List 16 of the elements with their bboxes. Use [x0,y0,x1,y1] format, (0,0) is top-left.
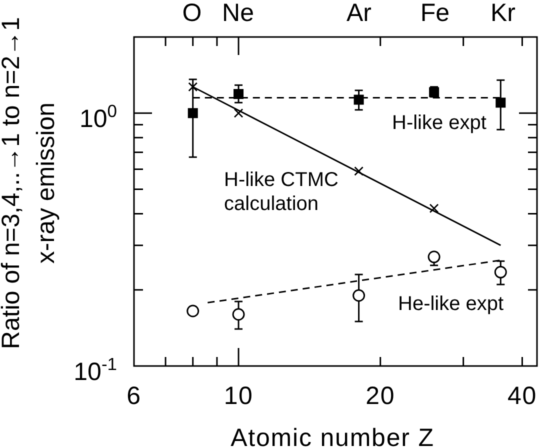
text: Fe [420,0,450,27]
x-tick-label: 10 [224,382,254,410]
text: Ne [222,0,254,27]
text: Kr [490,0,516,27]
x-axis-title: Atomic number Z [230,424,434,448]
series-label: H-like CTMC calculation [224,169,338,215]
series-label: He-like expt [398,293,504,315]
x-tick-label: 40 [507,382,537,410]
y-axis-title: Ratio of n=3,4,..→1 to n=2→1 x-ray emission [0,16,60,350]
legend-label: H-like expt [392,112,487,134]
x-tick-label: 20 [366,382,396,410]
text: O [182,0,202,27]
y-tick-label: 10$^{0}$ [79,101,118,134]
y-tick-label: 10$^{-1}$ [74,354,117,386]
text: Ar [346,0,372,27]
x-tick-label: 6 [126,382,142,410]
